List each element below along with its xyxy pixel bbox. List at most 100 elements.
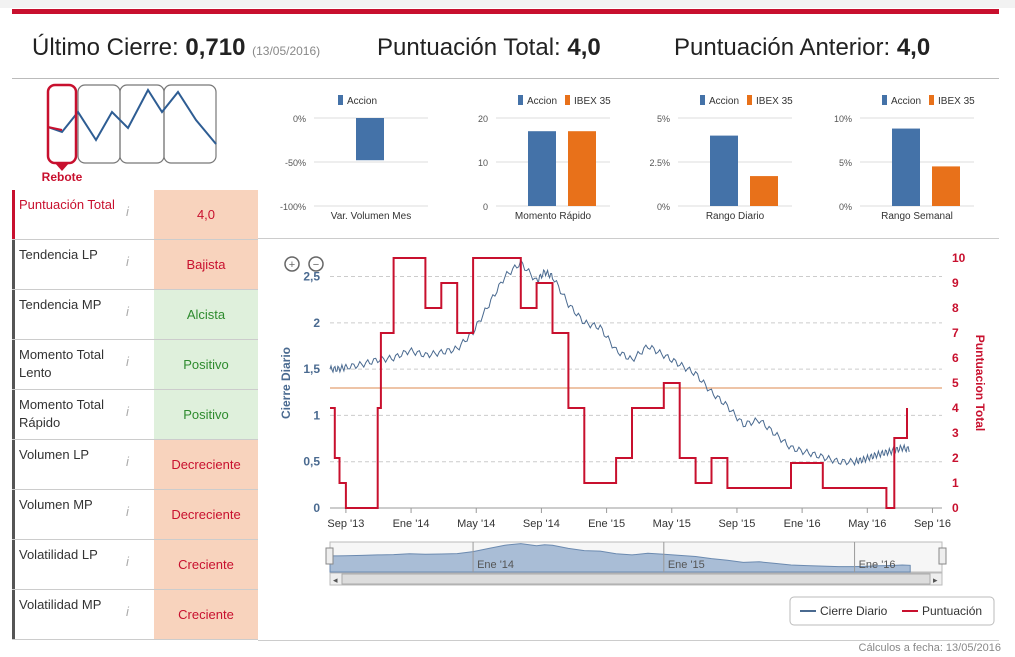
- ultimo-cierre: Último Cierre: 0,710 (13/05/2016): [32, 34, 320, 62]
- pattern-label: Rebote: [42, 170, 83, 184]
- pattern-box: [119, 84, 165, 164]
- y-right-tick: 2: [952, 451, 959, 465]
- navigator-label: Ene '14: [477, 559, 514, 571]
- y-right-tick: 0: [952, 501, 959, 515]
- tick-label: 20: [478, 114, 488, 124]
- x-axis-label: Rango Semanal: [881, 211, 953, 222]
- x-tick: Ene '15: [588, 518, 625, 530]
- y-left-tick: 1,5: [303, 362, 320, 376]
- tick-label: 0%: [293, 114, 306, 124]
- zoom-out-icon: −: [313, 259, 319, 271]
- legend-box: [789, 596, 995, 626]
- ultimo-date: (13/05/2016): [252, 44, 321, 58]
- navigator-handle-left: [325, 547, 334, 565]
- info-icon[interactable]: i: [126, 454, 129, 469]
- indicator-value: Positivo: [154, 390, 258, 439]
- scroll-left-icon: ◂: [333, 575, 338, 585]
- score-series-line: [330, 257, 908, 509]
- indicator-label: Tendencia LP: [12, 240, 122, 289]
- info-icon[interactable]: i: [126, 504, 129, 519]
- bar: [932, 166, 960, 206]
- pattern-rebote: Rebote: [42, 83, 217, 184]
- legend-swatch: [882, 95, 887, 105]
- legend-swatch: [565, 95, 570, 105]
- indicator-label: Tendencia MP: [12, 290, 122, 339]
- zoom-in-icon: +: [289, 259, 295, 271]
- y-right-tick: 6: [952, 351, 959, 365]
- tick-label: -100%: [280, 202, 306, 212]
- indicator-row: Volumen MP i Decreciente: [12, 490, 258, 540]
- x-tick: Sep '15: [718, 518, 755, 530]
- info-icon[interactable]: i: [126, 204, 129, 219]
- tick-label: -50%: [285, 158, 306, 168]
- tick-label: 5%: [657, 114, 670, 124]
- y-right-title: Puntuacion Total: [973, 335, 987, 431]
- bar: [710, 135, 738, 206]
- bar: [356, 118, 384, 161]
- y-left-tick: 0: [313, 501, 320, 515]
- puntuacion-anterior: Puntuación Anterior: 4,0: [674, 34, 930, 62]
- info-icon[interactable]: i: [126, 404, 129, 419]
- puntuacion-total: Puntuación Total: 4,0: [377, 34, 601, 62]
- bar: [750, 176, 778, 206]
- bar: [892, 128, 920, 206]
- info-icon[interactable]: i: [126, 304, 129, 319]
- indicator-row: Momento Total Rápido i Positivo: [12, 390, 258, 440]
- indicator-label: Volumen MP: [12, 490, 122, 539]
- x-axis-label: Momento Rápido: [515, 211, 592, 222]
- indicator-label: Momento Total Lento: [12, 340, 122, 389]
- legend-swatch: [747, 95, 752, 105]
- indicator-row: Momento Total Lento i Positivo: [12, 340, 258, 390]
- pattern-line: [47, 88, 217, 145]
- info-icon[interactable]: i: [126, 604, 129, 619]
- indicator-value: 4,0: [154, 190, 258, 239]
- calc-date: Cálculos a fecha: 13/05/2016: [858, 642, 1002, 654]
- indicator-label: Momento Total Rápido: [12, 390, 122, 439]
- legend-swatch: [929, 95, 934, 105]
- tick-label: 10%: [834, 114, 852, 124]
- info-icon[interactable]: i: [126, 554, 129, 569]
- indicator-row: Tendencia LP i Bajista: [12, 240, 258, 290]
- legend-label: Cierre Diario: [820, 604, 888, 618]
- legend-label: IBEX 35: [938, 96, 975, 107]
- y-right-tick: 8: [952, 301, 959, 315]
- total-label: Puntuación Total:: [377, 34, 561, 61]
- pattern-pointer: [54, 162, 70, 171]
- indicator-label: Volatilidad LP: [12, 540, 122, 589]
- indicator-label: Puntuación Total: [12, 190, 122, 239]
- y-left-tick: 1: [313, 408, 320, 422]
- y-left-title: Cierre Diario: [279, 347, 293, 419]
- x-tick: Ene '14: [393, 518, 430, 530]
- y-right-tick: 9: [952, 276, 959, 290]
- price-series-line: [329, 259, 910, 467]
- legend-label: IBEX 35: [756, 96, 793, 107]
- y-right-tick: 4: [952, 401, 959, 415]
- indicator-row: Tendencia MP i Alcista: [12, 290, 258, 340]
- legend-label: Accion: [347, 96, 377, 107]
- total-value: 4,0: [567, 34, 601, 61]
- x-tick: Sep '14: [523, 518, 560, 530]
- x-axis-label: Var. Volumen Mes: [331, 211, 411, 222]
- navigator-area: [329, 543, 911, 573]
- y-right-tick: 3: [952, 426, 959, 440]
- indicator-row: Puntuación Total i 4,0: [12, 190, 258, 240]
- pattern-arrow: [47, 126, 63, 131]
- top-strip: [0, 0, 1015, 8]
- indicator-row: Volumen LP i Decreciente: [12, 440, 258, 490]
- x-tick: May '14: [457, 518, 495, 530]
- pattern-box: [163, 84, 217, 164]
- indicator-value: Positivo: [154, 340, 258, 389]
- bar: [528, 131, 556, 206]
- y-left-tick: 2,5: [303, 270, 320, 284]
- indicator-value: Decreciente: [154, 440, 258, 489]
- anterior-value: 4,0: [896, 34, 931, 61]
- indicator-value: Decreciente: [154, 490, 258, 539]
- info-icon[interactable]: i: [126, 354, 129, 369]
- info-icon[interactable]: i: [126, 254, 129, 269]
- pattern-highlight: [46, 83, 78, 165]
- zoom-out-icon: [308, 256, 324, 272]
- tick-label: 0%: [839, 202, 852, 212]
- x-tick: Ene '16: [784, 518, 821, 530]
- indicator-value: Creciente: [154, 590, 258, 639]
- tick-label: 2.5%: [649, 158, 670, 168]
